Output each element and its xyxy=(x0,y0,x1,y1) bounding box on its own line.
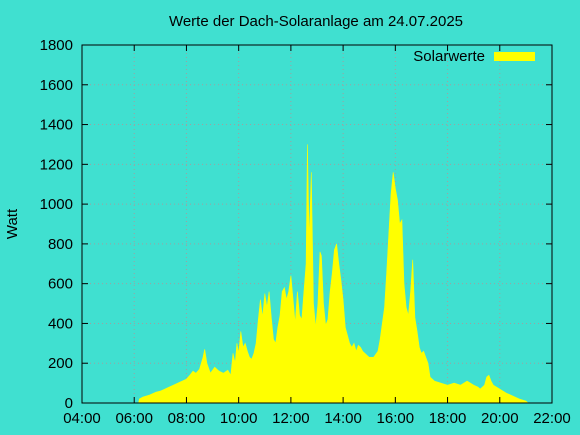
x-tick-label: 04:00 xyxy=(63,410,101,427)
y-tick-label: 200 xyxy=(48,355,73,372)
chart-title: Werte der Dach-Solaranlage am 24.07.2025 xyxy=(169,13,463,30)
legend: Solarwerte xyxy=(413,48,535,65)
y-tick-label: 1600 xyxy=(40,77,73,94)
x-tick-label: 08:00 xyxy=(168,410,206,427)
y-tick-label: 1200 xyxy=(40,156,73,173)
legend-label: Solarwerte xyxy=(413,48,485,65)
x-tick-label: 20:00 xyxy=(481,410,519,427)
series-area-solarwerte xyxy=(138,144,529,404)
x-tick-label: 14:00 xyxy=(324,410,362,427)
x-tick-label: 18:00 xyxy=(429,410,467,427)
y-tick-label: 0 xyxy=(65,395,73,412)
y-tick-label: 400 xyxy=(48,315,73,332)
x-tick-label: 22:00 xyxy=(533,410,571,427)
y-tick-label: 800 xyxy=(48,236,73,253)
y-tick-label: 1000 xyxy=(40,196,73,213)
y-tick-label: 1800 xyxy=(40,37,73,54)
y-axis-label: Watt xyxy=(4,208,21,239)
x-tick-label: 12:00 xyxy=(272,410,310,427)
x-axis: 04:00 06:00 08:00 10:00 12:00 14:00 16:00 18:00… xyxy=(63,45,571,427)
series-area-group xyxy=(138,144,529,404)
legend-swatch xyxy=(494,52,535,61)
x-tick-label: 16:00 xyxy=(377,410,415,427)
y-axis: 0 200 400 600 800 1000 1200 1400 1600 1800 xyxy=(40,37,552,412)
x-tick-label: 06:00 xyxy=(115,410,153,427)
x-tick-label: 10:00 xyxy=(220,410,258,427)
y-tick-label: 1400 xyxy=(40,117,73,134)
y-tick-label: 600 xyxy=(48,276,73,293)
plot-frame xyxy=(81,44,553,404)
